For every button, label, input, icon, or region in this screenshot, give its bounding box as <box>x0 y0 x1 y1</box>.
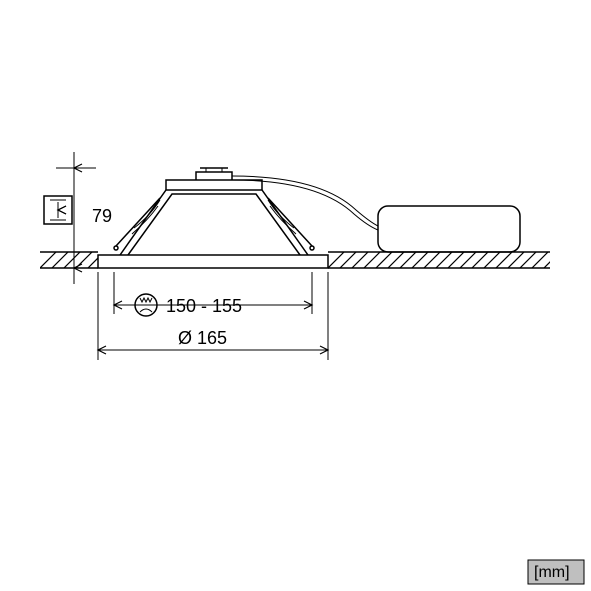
driver-box <box>378 206 520 252</box>
dim-diameter-label: Ø 165 <box>178 328 227 348</box>
fixture-body <box>114 168 314 255</box>
unit-label: [mm] <box>534 564 570 581</box>
dim-height-label: 79 <box>92 206 112 226</box>
dim-cutout: 150 - 155 <box>114 272 312 316</box>
dim-cutout-label: 150 - 155 <box>166 296 242 316</box>
fixture-trim <box>98 255 328 268</box>
dim-diameter: Ø 165 <box>98 272 328 360</box>
unit-box: [mm] <box>528 560 584 584</box>
cable <box>232 176 378 230</box>
dimension-drawing: 79 150 - 155 Ø 165 [mm] <box>0 0 591 591</box>
recess-depth-icon <box>44 196 72 224</box>
